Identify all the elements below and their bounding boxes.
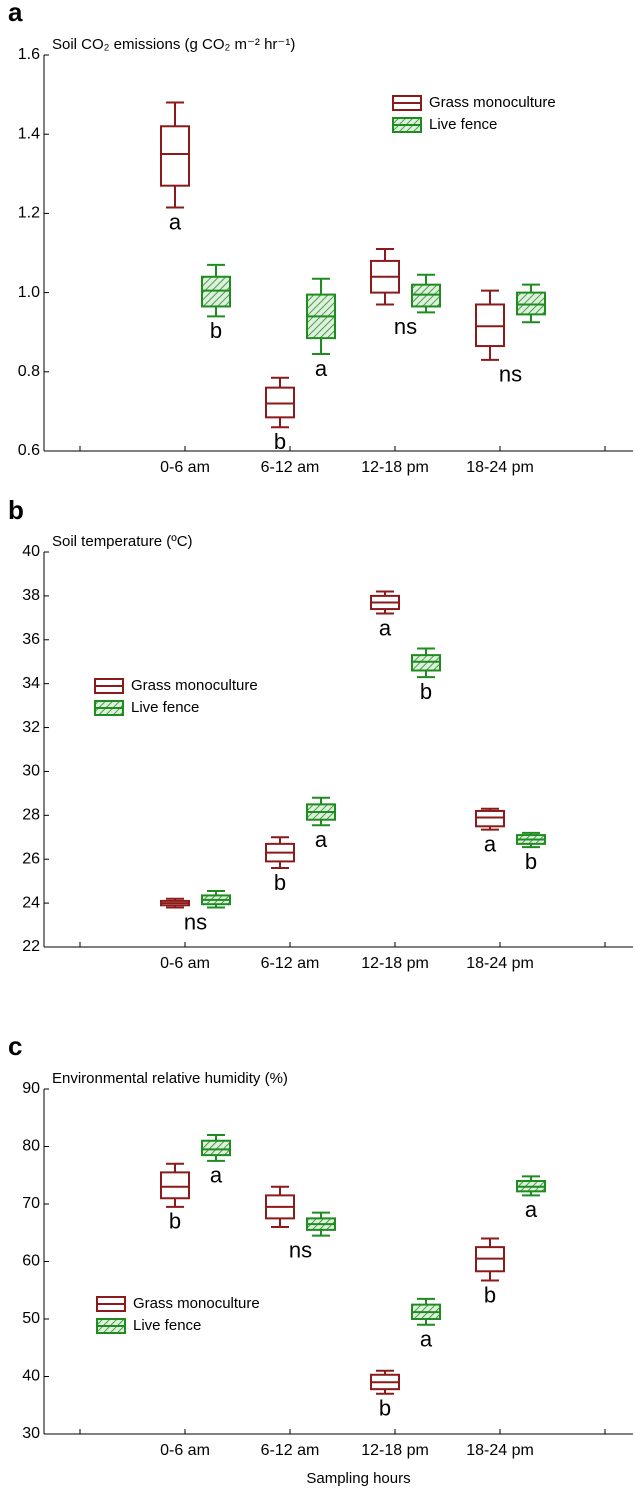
- box: [160, 1171, 190, 1200]
- y-tick-label: 1.6: [18, 46, 40, 63]
- y-tick-label: 26: [22, 850, 40, 867]
- y-tick-label: 50: [22, 1310, 40, 1327]
- legend-label: Grass monoculture: [131, 677, 258, 694]
- chart-title: Soil CO₂ emissions (g CO₂ m⁻² hr⁻¹): [52, 36, 295, 53]
- x-tick-label: 12-18 pm: [361, 1442, 429, 1459]
- y-tick-label: 1.2: [18, 205, 40, 222]
- legend-label: Live fence: [429, 116, 497, 133]
- x-tick-label: 18-24 pm: [466, 1442, 534, 1459]
- y-tick-label: 22: [22, 938, 40, 955]
- y-tick-label: 24: [22, 894, 40, 911]
- x-tick-label: 18-24 pm: [466, 955, 534, 972]
- significance-letter: a: [379, 615, 392, 640]
- significance-letter: b: [169, 1209, 181, 1234]
- legend-label: Grass monoculture: [133, 1295, 260, 1312]
- significance-letter: b: [420, 679, 432, 704]
- y-tick-label: 0.8: [18, 363, 40, 380]
- significance-letter: a: [484, 831, 497, 856]
- y-tick-label: 70: [22, 1195, 40, 1212]
- significance-letter: ns: [394, 314, 417, 339]
- y-tick-label: 60: [22, 1253, 40, 1270]
- significance-letter: a: [315, 356, 328, 381]
- y-tick-label: 38: [22, 587, 40, 604]
- significance-letter: a: [210, 1163, 223, 1188]
- box: [475, 809, 505, 828]
- y-tick-label: 34: [22, 675, 40, 692]
- legend-label: Live fence: [131, 699, 199, 716]
- y-tick-label: 30: [22, 1425, 40, 1442]
- significance-letter: b: [379, 1396, 391, 1421]
- legend-label: Live fence: [133, 1317, 201, 1334]
- y-tick-label: 28: [22, 807, 40, 824]
- significance-letter: a: [169, 209, 182, 234]
- y-tick-label: 0.6: [18, 442, 40, 459]
- y-tick-label: 36: [22, 631, 40, 648]
- y-tick-label: 90: [22, 1080, 40, 1097]
- x-tick-label: 6-12 am: [261, 955, 320, 972]
- x-tick-label: 0-6 am: [160, 955, 210, 972]
- x-tick-label: 12-18 pm: [361, 955, 429, 972]
- box: [160, 125, 190, 187]
- significance-letter: a: [420, 1327, 433, 1352]
- panel-label: c: [8, 1031, 22, 1061]
- chart-title: Soil temperature (ºC): [52, 533, 193, 550]
- significance-letter: b: [525, 849, 537, 874]
- x-tick-label: 6-12 am: [261, 1442, 320, 1459]
- y-tick-label: 32: [22, 719, 40, 736]
- x-axis-title: Sampling hours: [306, 1470, 410, 1487]
- x-tick-label: 12-18 pm: [361, 459, 429, 476]
- significance-letter: ns: [184, 909, 207, 934]
- box: [201, 1139, 231, 1157]
- significance-letter: b: [274, 429, 286, 454]
- significance-letter: ns: [289, 1237, 312, 1262]
- significance-letter: b: [210, 318, 222, 343]
- x-tick-label: 18-24 pm: [466, 459, 534, 476]
- y-tick-label: 1.4: [18, 125, 40, 142]
- y-tick-label: 30: [22, 763, 40, 780]
- significance-letter: a: [525, 1197, 538, 1222]
- x-tick-label: 0-6 am: [160, 459, 210, 476]
- panel-label: a: [8, 0, 23, 27]
- legend-label: Grass monoculture: [429, 94, 556, 111]
- panel-label: b: [8, 495, 24, 525]
- significance-letter: b: [484, 1282, 496, 1307]
- x-tick-label: 0-6 am: [160, 1442, 210, 1459]
- y-tick-label: 1.0: [18, 284, 40, 301]
- y-tick-label: 80: [22, 1138, 40, 1155]
- y-tick-label: 40: [22, 1368, 40, 1385]
- chart-title: Environmental relative humidity (%): [52, 1070, 288, 1087]
- y-tick-label: 40: [22, 543, 40, 560]
- box: [411, 654, 441, 672]
- significance-letter: a: [315, 827, 328, 852]
- x-tick-label: 6-12 am: [261, 459, 320, 476]
- significance-letter: ns: [499, 362, 522, 387]
- significance-letter: b: [274, 870, 286, 895]
